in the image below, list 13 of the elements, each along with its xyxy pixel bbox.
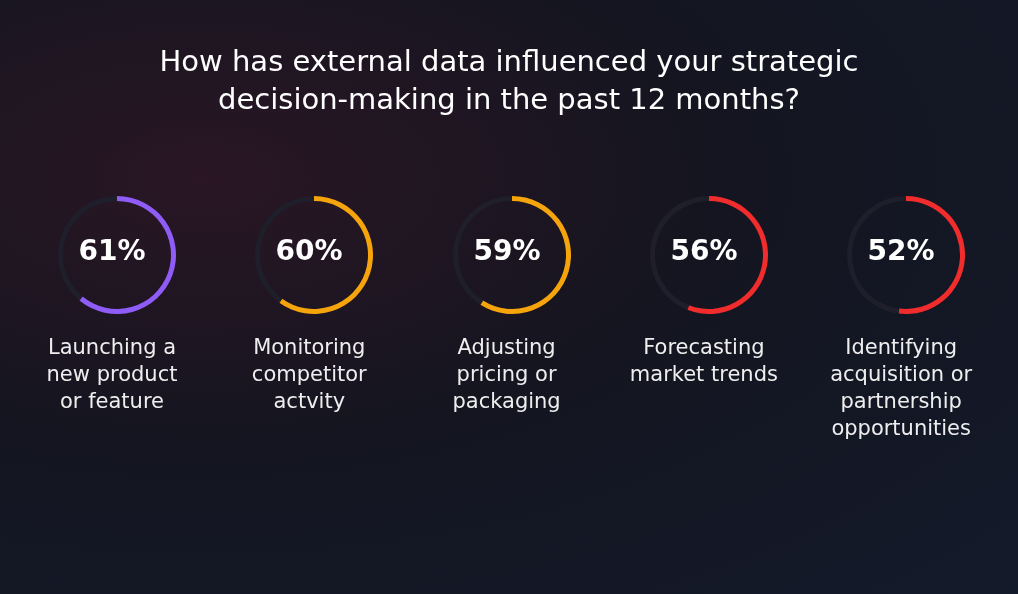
slice-label: Forecasting market trends <box>628 334 779 388</box>
text: 61% <box>78 233 146 267</box>
text: 56% <box>670 233 738 267</box>
slice-label: Monitoring competitor actvity <box>250 334 368 415</box>
slice-label: Launching a new product or feature <box>45 334 179 415</box>
donut-slice <box>79 196 176 314</box>
chart-title: How has external data influenced your strategic decision-making in the past 12 months? <box>158 43 860 118</box>
donut-slice <box>279 196 374 314</box>
text: 52% <box>867 233 935 267</box>
text: 60% <box>275 233 343 267</box>
slice-label: Adjusting pricing or packaging <box>451 334 562 415</box>
slice-label: Identifying acquisition or partnership opportunities <box>829 334 974 442</box>
text: 59% <box>473 233 541 267</box>
